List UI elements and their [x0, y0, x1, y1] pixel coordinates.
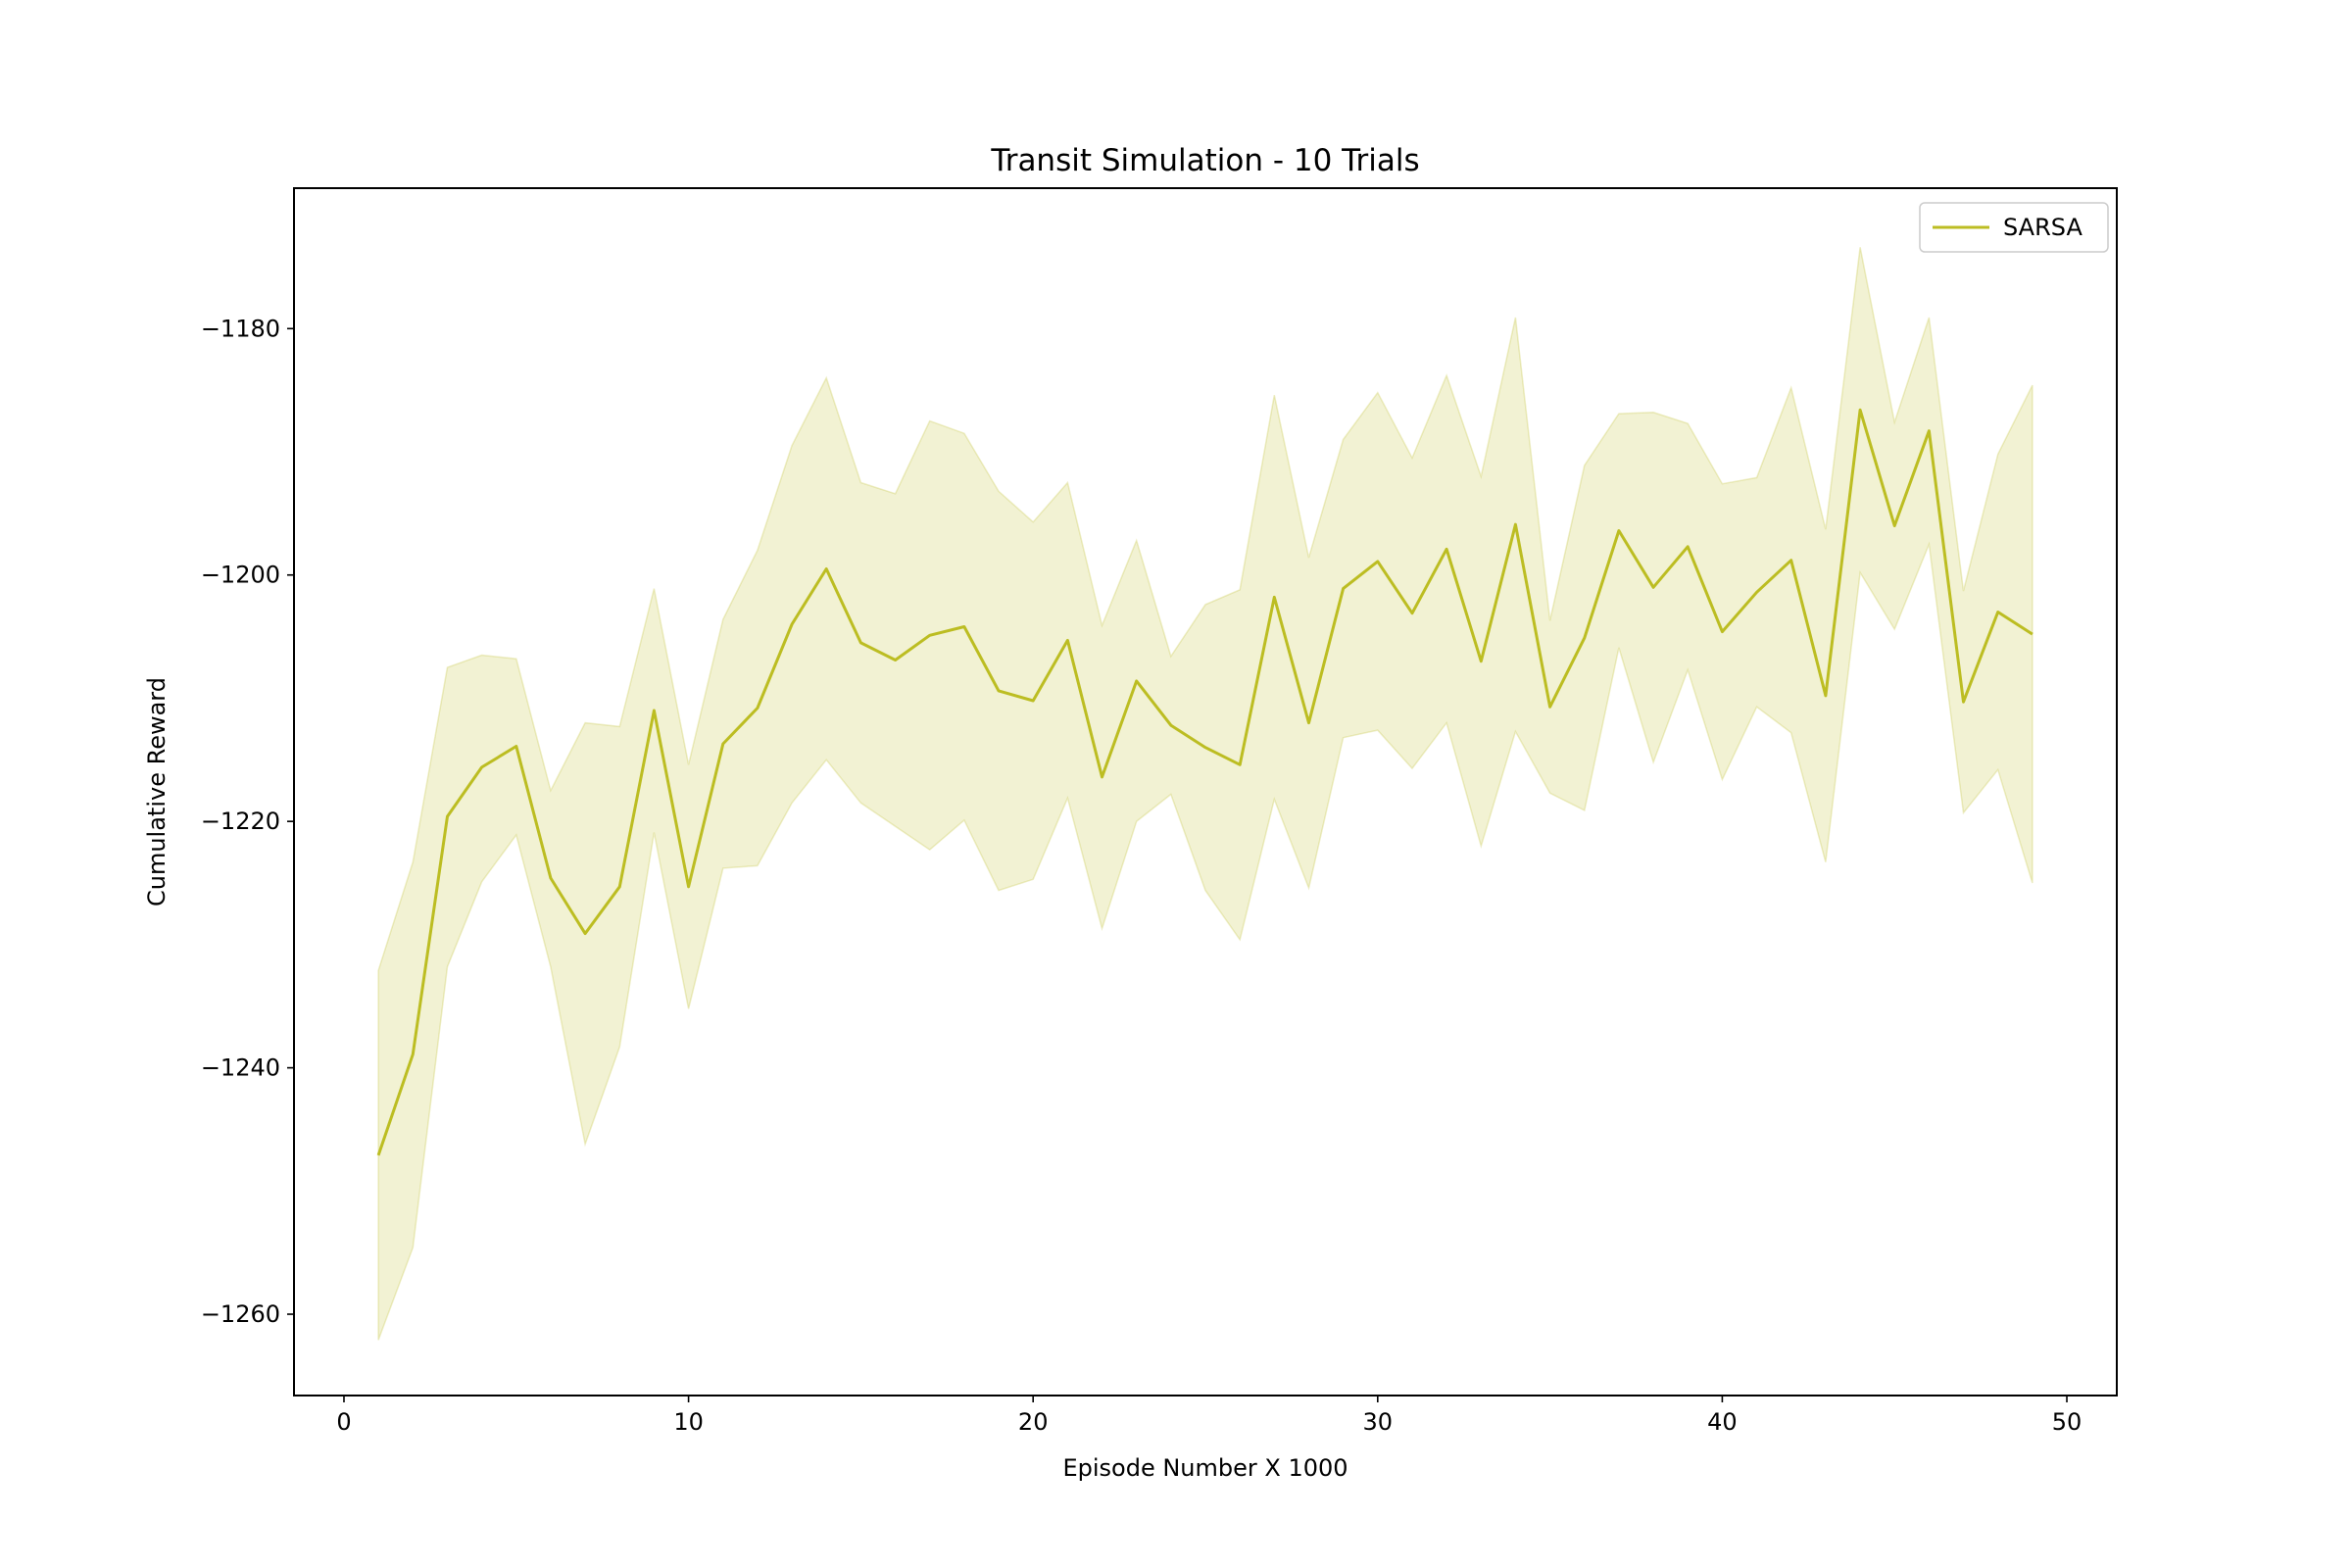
- y-tick-label: −1240: [201, 1054, 280, 1082]
- data-point: [376, 1153, 380, 1157]
- data-point: [549, 876, 553, 880]
- data-point: [1101, 775, 1104, 779]
- x-tick-label: 50: [2052, 1408, 2082, 1436]
- data-point: [1651, 585, 1655, 589]
- data-point: [1272, 595, 1276, 599]
- data-point: [790, 622, 794, 626]
- data-point: [1789, 559, 1793, 563]
- data-point: [928, 633, 932, 637]
- data-point: [962, 625, 966, 629]
- data-point: [997, 689, 1001, 693]
- data-point: [1307, 721, 1311, 725]
- data-point: [1927, 429, 1931, 433]
- data-point: [1617, 529, 1621, 533]
- data-point: [1031, 699, 1035, 703]
- x-tick-label: 10: [673, 1408, 704, 1436]
- data-point: [480, 765, 484, 769]
- legend: SARSA: [1919, 202, 2109, 253]
- data-point: [1238, 762, 1242, 766]
- x-tick-label: 30: [1363, 1408, 1394, 1436]
- data-point: [1513, 522, 1517, 526]
- legend-box: [1919, 202, 2109, 253]
- confidence-band-sarsa: [377, 247, 2034, 1341]
- data-point: [824, 567, 828, 571]
- data-point: [1135, 679, 1139, 683]
- y-tick-label: −1220: [201, 808, 280, 835]
- data-point: [894, 659, 898, 662]
- data-point: [1858, 408, 1862, 412]
- data-point: [1445, 547, 1448, 551]
- data-point: [687, 885, 691, 889]
- data-point: [1410, 612, 1414, 615]
- data-point: [1479, 660, 1483, 663]
- data-point: [1583, 636, 1587, 640]
- data-point: [756, 707, 760, 710]
- x-axis-label: Episode Number X 1000: [1062, 1454, 1348, 1482]
- data-point: [1548, 705, 1552, 709]
- data-point: [1824, 694, 1828, 698]
- x-tick-label: 20: [1018, 1408, 1049, 1436]
- data-point: [1962, 700, 1966, 704]
- data-point: [1203, 746, 1207, 750]
- series-line-layer: [376, 408, 2034, 1156]
- data-point: [1065, 638, 1069, 642]
- data-point: [1720, 630, 1724, 634]
- data-point: [2031, 632, 2034, 636]
- data-point: [1376, 560, 1380, 564]
- data-point: [446, 814, 450, 818]
- data-point: [858, 641, 862, 645]
- x-tick-label: 40: [1707, 1408, 1738, 1436]
- x-tick-label: 0: [336, 1408, 351, 1436]
- data-point: [411, 1053, 415, 1056]
- data-point: [583, 932, 587, 936]
- plot-frame: [293, 187, 2118, 1396]
- chart-title: Transit Simulation - 10 Trials: [990, 143, 1419, 178]
- data-point: [652, 709, 656, 712]
- y-tick-label: −1200: [201, 562, 280, 589]
- x-axis: 0 10 20 30 40 50: [336, 1396, 2082, 1436]
- data-point: [617, 885, 621, 889]
- data-point: [1892, 524, 1896, 528]
- data-point: [1342, 587, 1346, 591]
- confidence-band-layer: [377, 247, 2034, 1341]
- data-point: [721, 742, 725, 746]
- y-tick-label: −1180: [201, 315, 280, 342]
- data-point: [1686, 545, 1690, 549]
- y-tick-label: −1260: [201, 1300, 280, 1328]
- data-point: [514, 745, 518, 749]
- series-line-sarsa: [376, 408, 2034, 1156]
- data-point: [1169, 723, 1173, 727]
- data-point: [1755, 590, 1759, 594]
- legend-label-sarsa: SARSA: [2003, 214, 2082, 241]
- data-point: [1996, 611, 2000, 614]
- y-axis-label: Cumulative Reward: [143, 677, 171, 906]
- y-axis: −1260 −1240 −1220 −1200 −1180: [201, 315, 294, 1328]
